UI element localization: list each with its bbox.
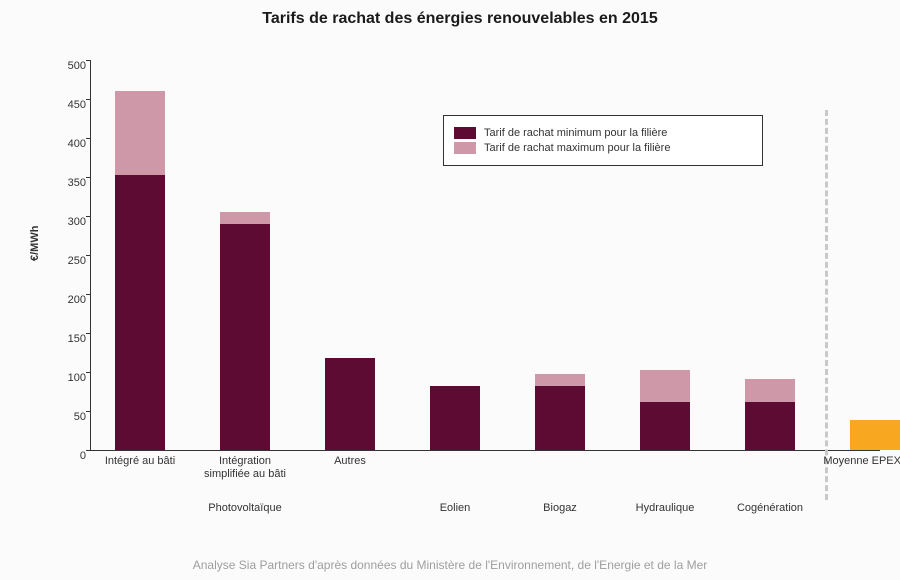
- legend-swatch: [454, 127, 476, 139]
- y-tick-label: 200: [68, 294, 86, 306]
- axis-line-x: [90, 450, 880, 451]
- chart-title: Tarifs de rachat des énergies renouvelab…: [30, 10, 890, 28]
- bar-segment-min: [220, 224, 270, 450]
- bar: [745, 379, 795, 450]
- bar-segment-min: [430, 386, 480, 450]
- legend-item: Tarif de rachat maximum pour la filière: [454, 142, 752, 154]
- bar: [850, 420, 900, 450]
- bar-segment-max: [535, 374, 585, 386]
- legend: Tarif de rachat minimum pour la filière T…: [443, 115, 763, 166]
- bar: [535, 374, 585, 450]
- y-tick-label: 350: [68, 177, 86, 189]
- y-tick-label: 400: [68, 138, 86, 150]
- group-label: Cogénération: [715, 502, 825, 514]
- group-label: Hydraulique: [610, 502, 720, 514]
- bar-segment-min: [640, 402, 690, 450]
- y-tick-label: 100: [68, 372, 86, 384]
- bar-segment-min: [115, 175, 165, 450]
- bar: [115, 91, 165, 450]
- y-tick-label: 500: [68, 60, 86, 72]
- bar-segment-single: [850, 420, 900, 450]
- bar-segment-min: [325, 358, 375, 450]
- y-tick-label: 250: [68, 255, 86, 267]
- bar-segment-max: [640, 370, 690, 401]
- group-label: Moyenne EPEX Spot: [820, 455, 900, 467]
- legend-item: Tarif de rachat minimum pour la filière: [454, 127, 752, 139]
- y-axis-label: €/MWh: [29, 226, 41, 261]
- bar-segment-min: [535, 386, 585, 450]
- bar-segment-max: [745, 379, 795, 402]
- legend-swatch: [454, 142, 476, 154]
- x-axis-label: Intégration simplifiée au bâti: [195, 455, 295, 481]
- bar: [640, 370, 690, 450]
- group-label: Photovoltaïque: [190, 502, 300, 514]
- bar-segment-min: [745, 402, 795, 450]
- chart-container: Tarifs de rachat des énergies renouvelab…: [30, 10, 890, 550]
- y-tick-label: 450: [68, 99, 86, 111]
- source-text: Analyse Sia Partners d'après données du …: [0, 558, 900, 572]
- bar: [325, 358, 375, 450]
- group-label: Biogaz: [505, 502, 615, 514]
- x-axis-label: Intégré au bâti: [90, 455, 190, 468]
- y-tick-label: 150: [68, 333, 86, 345]
- bar-segment-max: [220, 212, 270, 224]
- bar: [430, 386, 480, 450]
- y-tick-label: 0: [80, 450, 86, 462]
- group-label: Eolien: [400, 502, 510, 514]
- bar-segment-max: [115, 91, 165, 175]
- bar: [220, 212, 270, 450]
- legend-label: Tarif de rachat maximum pour la filière: [484, 142, 670, 154]
- y-tick-label: 300: [68, 216, 86, 228]
- y-tick-label: 50: [74, 411, 86, 423]
- divider-line: [825, 110, 828, 500]
- legend-label: Tarif de rachat minimum pour la filière: [484, 127, 667, 139]
- x-axis-label: Autres: [300, 455, 400, 468]
